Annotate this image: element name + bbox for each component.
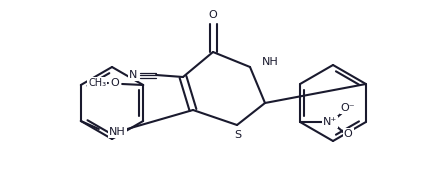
Text: N: N (129, 70, 137, 80)
Text: O: O (344, 129, 352, 139)
Text: NH: NH (109, 127, 126, 137)
Text: N⁺: N⁺ (323, 117, 337, 127)
Text: O⁻: O⁻ (341, 103, 355, 113)
Text: O: O (209, 10, 217, 20)
Text: NH: NH (262, 57, 279, 67)
Text: S: S (234, 130, 242, 140)
Text: CH₃: CH₃ (88, 78, 106, 88)
Text: O: O (111, 78, 120, 88)
